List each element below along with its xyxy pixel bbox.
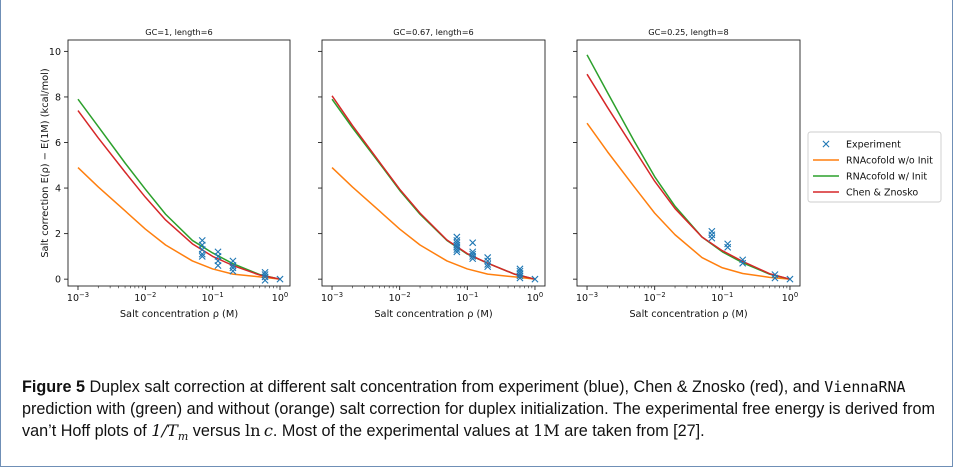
series-line-1	[331, 167, 536, 280]
experiment-point	[724, 240, 732, 248]
experiment-point	[453, 246, 461, 254]
x-tick-label: 10−1	[202, 291, 224, 304]
caption-text-2: prediction with (green) and without (ora…	[22, 400, 935, 440]
experiment-point	[469, 239, 477, 247]
experiment-point	[198, 252, 206, 260]
legend-label: Experiment	[846, 140, 901, 151]
y-tick-label: 2	[55, 229, 61, 240]
legend-label: RNAcofold w/o Init	[846, 156, 933, 167]
experiment-point	[531, 275, 539, 283]
experiment-point	[261, 271, 269, 279]
experiment-point	[469, 252, 477, 260]
y-axis-label: Salt correction E(ρ) − E(1M) (kcal/mol)	[40, 68, 51, 257]
experiment-point	[484, 260, 492, 268]
legend-label: RNAcofold w/ Init	[846, 172, 927, 183]
series-line-3	[331, 95, 536, 280]
axes-frame	[321, 39, 546, 287]
experiment-point	[453, 248, 461, 256]
series-line-1	[77, 167, 281, 280]
caption-math-ln: ln	[244, 421, 261, 440]
experiment-point	[786, 275, 794, 283]
legend-label: Chen & Znosko	[846, 188, 918, 199]
experiment-point	[198, 250, 206, 258]
panel-title: GC=0.25, length=8	[648, 27, 729, 37]
experiment-point	[516, 272, 524, 280]
caption-text-4: . Most of the experimental values at	[272, 422, 533, 440]
x-axis-label: Salt concentration ρ (M)	[374, 309, 492, 320]
caption-math-tm: 1/T	[151, 421, 178, 440]
x-tick-label: 100	[527, 291, 543, 304]
experiment-point	[469, 255, 477, 263]
axes-frame	[67, 39, 291, 287]
x-tick-label: 10−3	[67, 291, 89, 304]
series-line-2	[77, 98, 281, 280]
y-tick-label: 8	[55, 92, 61, 103]
x-tick-label: 100	[782, 291, 798, 304]
panel-title: GC=0.67, length=6	[393, 27, 474, 37]
caption-math-1m: 1M	[532, 421, 560, 440]
experiment-point	[229, 267, 237, 275]
caption-text-5: are taken from [27].	[559, 422, 705, 440]
experiment-point	[229, 262, 237, 269]
experiment-point	[276, 275, 284, 283]
caption-label: Figure 5	[22, 378, 85, 396]
panel-3: GC=0.25, length=8 10−3 10−2 10−1 100 Salt con…	[573, 27, 801, 320]
experiment-point	[708, 234, 716, 242]
legend-marker-experiment	[822, 140, 830, 148]
x-tick-label: 10−1	[711, 291, 733, 304]
y-tick-label: 6	[55, 138, 61, 149]
panel-title: GC=1, length=6	[145, 27, 213, 37]
experiment-point	[739, 259, 747, 267]
x-tick-label: 10−2	[644, 291, 666, 304]
y-tick-label: 10	[49, 47, 61, 58]
series-line-1	[586, 122, 791, 280]
figure-caption: Figure 5 Duplex salt correction at diffe…	[22, 376, 937, 448]
x-tick-label: 100	[272, 291, 288, 304]
x-tick-label: 10−2	[389, 291, 411, 304]
caption-math-tm-sub: m	[177, 430, 189, 444]
experiment-point	[724, 243, 732, 251]
x-tick-label: 10−3	[576, 291, 598, 304]
x-axis-label: Salt concentration ρ (M)	[120, 309, 238, 320]
x-tick-label: 10−1	[456, 291, 478, 304]
experiment-point	[261, 276, 269, 284]
experiment-point	[708, 231, 716, 239]
experiment-point	[214, 262, 222, 269]
series-line-3	[77, 110, 281, 280]
panel-2: GC=0.67, length=6 10−3 10−2 10−1 100 Salt con…	[318, 27, 546, 320]
series-line-2	[586, 54, 791, 280]
caption-text-3: versus	[188, 422, 245, 440]
x-tick-label: 10−2	[134, 291, 156, 304]
y-tick-label: 4	[55, 184, 61, 195]
experiment-point	[484, 254, 492, 262]
experiment-point	[516, 274, 524, 282]
caption-text-1: Duplex salt correction at different salt…	[84, 378, 825, 396]
legend: Experiment RNAcofold w/o Init RNAcofold w/…	[807, 131, 942, 203]
experiment-point	[771, 274, 779, 282]
caption-code: ViennaRNA	[824, 378, 906, 396]
experiment-point	[453, 233, 461, 241]
experiment-point	[484, 263, 492, 271]
experiment-point	[708, 227, 716, 235]
x-tick-label: 10−3	[321, 291, 343, 304]
series-line-3	[586, 73, 791, 280]
caption-math-c: c	[263, 421, 273, 440]
legend-box	[807, 131, 942, 203]
y-tick-label: 0	[55, 275, 61, 286]
x-axis-label: Salt concentration ρ (M)	[629, 309, 747, 320]
axes-frame	[576, 39, 801, 287]
